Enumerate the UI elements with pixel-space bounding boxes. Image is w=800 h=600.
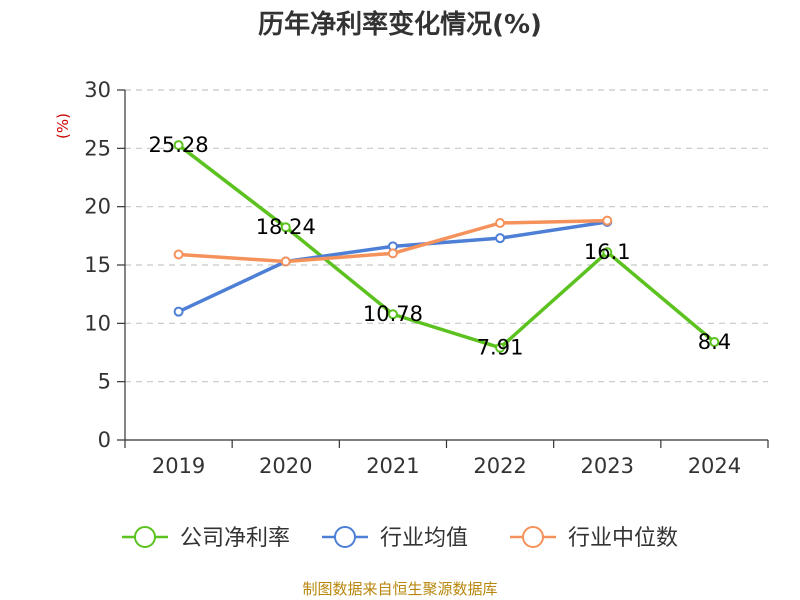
x-tick-label: 2019 xyxy=(152,454,205,478)
y-tick-label: 5 xyxy=(98,370,111,394)
series-lines xyxy=(173,140,720,353)
legend-marker xyxy=(134,526,156,548)
grid-lines xyxy=(125,89,768,383)
legend: 公司净利率 行业均值 行业中位数 xyxy=(122,526,678,551)
series-line xyxy=(177,143,716,350)
data-point xyxy=(387,309,398,320)
series-line xyxy=(177,220,608,314)
data-point xyxy=(602,215,613,226)
y-tick-label: 30 xyxy=(84,78,111,102)
legend-item: 公司净利率 xyxy=(122,526,290,551)
data-point xyxy=(280,222,291,233)
x-tick-label: 2024 xyxy=(688,454,741,478)
data-label: 25.28 xyxy=(149,133,209,157)
y-tick-label: 25 xyxy=(84,136,111,160)
legend-marker xyxy=(334,526,356,548)
data-point xyxy=(495,342,506,353)
y-axis-unit: (%) xyxy=(54,113,72,139)
data-label: 10.78 xyxy=(363,302,423,326)
x-tick-label: 2020 xyxy=(259,454,312,478)
data-point xyxy=(602,247,613,258)
source-note: 制图数据来自恒生聚源数据库 xyxy=(302,580,497,598)
data-point xyxy=(173,140,184,151)
data-point xyxy=(495,218,506,228)
x-tick-label: 2023 xyxy=(581,454,634,478)
legend-item: 行业均值 xyxy=(322,526,468,551)
x-tick-label: 2021 xyxy=(366,454,419,478)
data-point xyxy=(173,249,184,260)
legend-marker xyxy=(522,526,544,548)
data-point xyxy=(709,337,720,347)
legend-label: 行业均值 xyxy=(380,526,468,551)
y-tick-label: 0 xyxy=(98,428,111,452)
legend-item: 行业中位数 xyxy=(510,526,678,551)
y-tick-label: 15 xyxy=(84,253,111,277)
y-tick-label: 10 xyxy=(84,311,111,335)
data-point xyxy=(280,256,291,267)
y-tick-label: 20 xyxy=(84,195,111,219)
data-label: 18.24 xyxy=(256,215,316,239)
data-point xyxy=(387,248,398,259)
data-labels: 25.28 18.24 10.78 7.91 16.1 8.4 xyxy=(149,133,732,360)
chart-title: 历年净利率变化情况(%) xyxy=(258,9,542,40)
legend-label: 行业中位数 xyxy=(568,526,678,551)
data-label: 7.91 xyxy=(477,336,524,360)
data-point xyxy=(495,233,506,244)
data-label: 8.4 xyxy=(698,330,731,354)
legend-label: 公司净利率 xyxy=(180,526,290,551)
x-tick-label: 2022 xyxy=(473,454,526,478)
data-label: 16.1 xyxy=(584,240,631,264)
data-point xyxy=(173,306,184,317)
axes: 0 5 10 15 20 25 30 2019 2020 2021 2022 2023 2024 xyxy=(84,78,769,478)
